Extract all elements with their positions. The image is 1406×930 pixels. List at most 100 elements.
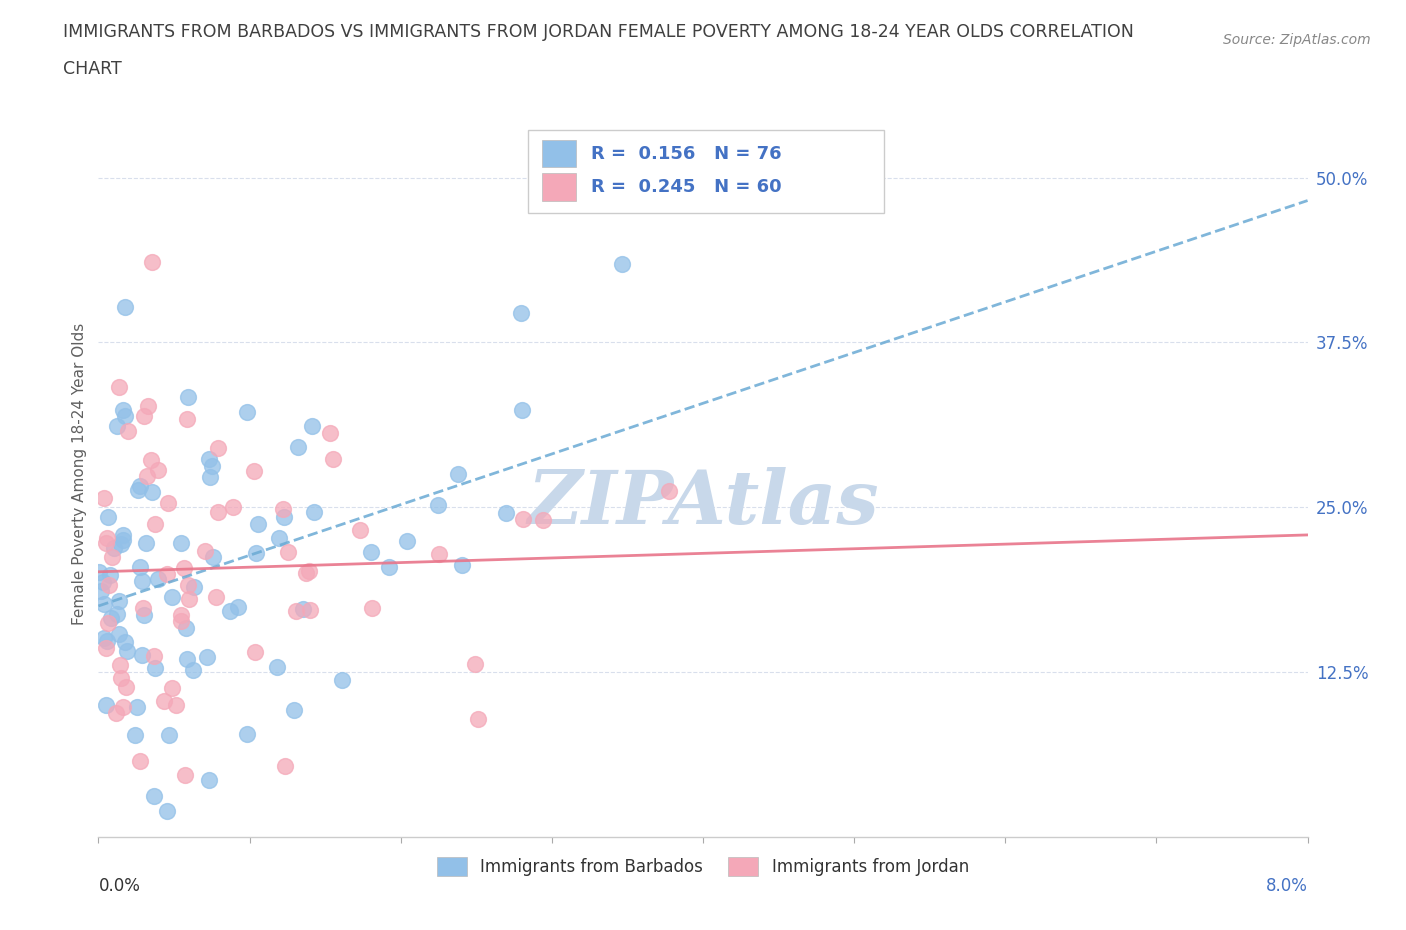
Point [111, 403, 134, 418]
Point [226, 599, 249, 614]
Point [129, 754, 152, 769]
Point [115, 680, 138, 695]
Point [510, 403, 533, 418]
Point [90, 584, 112, 599]
Point [146, 463, 169, 478]
Point [129, 479, 152, 494]
Point [201, 550, 224, 565]
Text: 0.0%: 0.0% [98, 877, 141, 895]
Point [176, 652, 198, 667]
Text: Source: ZipAtlas.com: Source: ZipAtlas.com [1223, 33, 1371, 46]
Point [291, 602, 314, 617]
Point [87, 565, 110, 580]
Point [114, 408, 136, 423]
Point [97, 578, 120, 592]
Y-axis label: Female Poverty Among 18-24 Year Olds: Female Poverty Among 18-24 Year Olds [72, 324, 87, 626]
Point [267, 530, 290, 545]
Legend: Immigrants from Barbados, Immigrants from Jordan: Immigrants from Barbados, Immigrants fro… [430, 851, 976, 884]
Point [146, 571, 169, 586]
Point [135, 536, 157, 551]
Point [277, 545, 299, 560]
Point [451, 557, 474, 572]
Point [117, 424, 139, 439]
Text: R =  0.156   N = 76: R = 0.156 N = 76 [591, 145, 782, 163]
Point [93, 631, 115, 645]
Point [131, 574, 153, 589]
Point [153, 693, 176, 708]
Point [509, 305, 531, 320]
Point [361, 600, 384, 615]
Point [160, 681, 183, 696]
Point [96, 536, 118, 551]
Point [93, 491, 115, 506]
Point [103, 541, 125, 556]
FancyBboxPatch shape [527, 130, 884, 213]
Point [112, 527, 135, 542]
Point [360, 545, 382, 560]
Point [165, 698, 187, 712]
Point [236, 726, 259, 741]
Point [97, 616, 120, 631]
Point [108, 626, 131, 641]
Point [298, 564, 321, 578]
Point [105, 418, 128, 433]
Point [132, 607, 155, 622]
Point [426, 498, 449, 512]
Point [143, 660, 166, 675]
Text: ZIPAtlas: ZIPAtlas [527, 467, 879, 539]
Point [349, 523, 371, 538]
Point [181, 663, 204, 678]
Point [395, 534, 418, 549]
Point [156, 567, 179, 582]
Point [287, 440, 309, 455]
Point [173, 561, 195, 576]
Point [658, 484, 681, 498]
Point [125, 700, 148, 715]
Point [200, 458, 222, 473]
Point [91, 575, 114, 590]
Point [143, 648, 166, 663]
Point [318, 426, 340, 441]
Point [97, 510, 120, 525]
Point [197, 773, 219, 788]
Point [464, 656, 486, 671]
Text: CHART: CHART [63, 60, 122, 78]
Point [129, 560, 152, 575]
Point [207, 441, 229, 456]
Point [245, 545, 267, 560]
Point [96, 633, 118, 648]
Point [142, 788, 165, 803]
Point [111, 533, 134, 548]
Point [170, 614, 193, 629]
Point [94, 641, 117, 656]
FancyBboxPatch shape [543, 173, 576, 201]
Point [273, 510, 295, 525]
Point [156, 496, 179, 511]
FancyBboxPatch shape [543, 140, 576, 167]
Point [322, 451, 344, 466]
Point [246, 516, 269, 531]
Point [110, 537, 132, 551]
Point [427, 546, 450, 561]
Point [512, 512, 534, 526]
Point [135, 469, 157, 484]
Point [194, 544, 217, 559]
Point [495, 506, 517, 521]
Point [112, 699, 135, 714]
Point [104, 706, 127, 721]
Point [157, 728, 180, 743]
Point [243, 644, 266, 659]
Point [131, 647, 153, 662]
Point [143, 517, 166, 532]
Point [177, 390, 200, 405]
Point [132, 601, 155, 616]
Point [221, 499, 243, 514]
Point [110, 671, 132, 685]
Point [285, 604, 308, 618]
Point [207, 504, 229, 519]
Point [117, 644, 139, 658]
Point [114, 299, 136, 314]
Point [134, 408, 156, 423]
Point [108, 593, 131, 608]
Point [198, 452, 221, 467]
